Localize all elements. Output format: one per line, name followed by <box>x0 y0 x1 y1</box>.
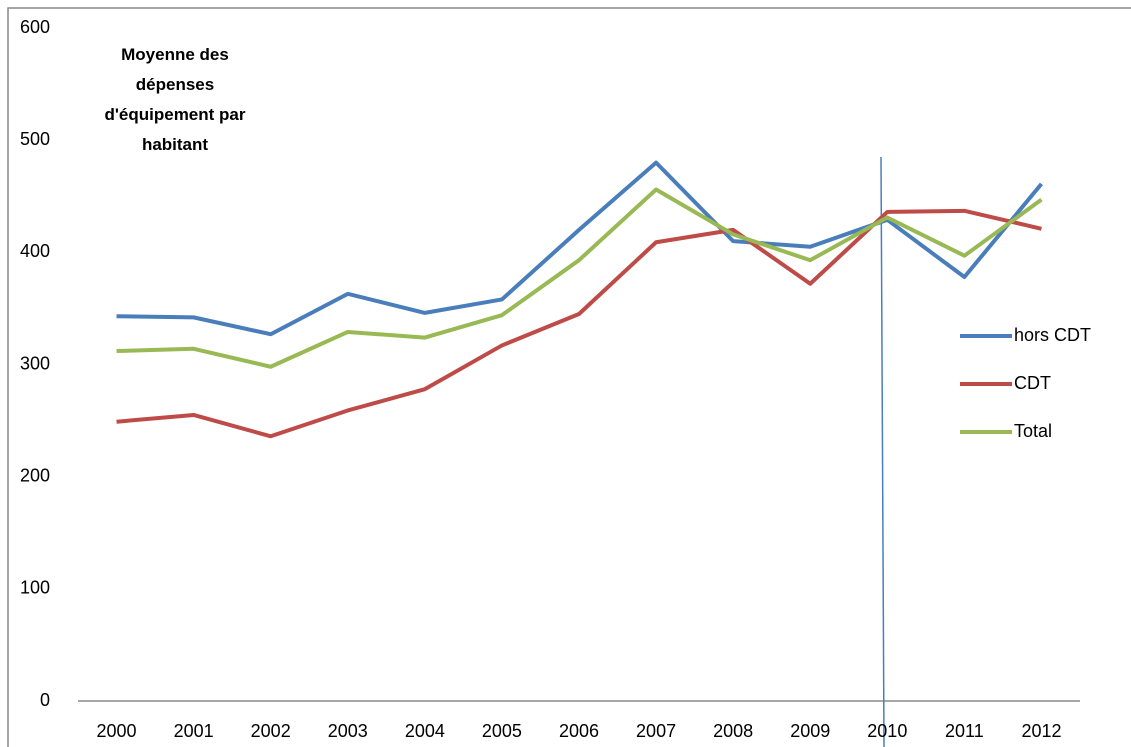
x-tick-label: 2010 <box>867 721 907 741</box>
x-tick-label: 2004 <box>405 721 445 741</box>
legend-label: Total <box>1014 421 1052 441</box>
x-tick-label: 2012 <box>1021 721 1061 741</box>
chart-title: Moyenne des dépenses d'équipement par ha… <box>104 45 246 154</box>
x-tick-label: 2011 <box>945 721 984 741</box>
x-tick-label: 2002 <box>251 721 291 741</box>
y-tick-label: 500 <box>20 129 50 149</box>
x-tick-label: 2008 <box>713 721 753 741</box>
y-tick-label: 600 <box>20 17 50 37</box>
y-tick-label: 200 <box>20 465 50 485</box>
series-line <box>116 160 1044 337</box>
y-tick-label: 400 <box>20 241 50 261</box>
x-tick-label: 2005 <box>482 721 522 741</box>
x-tick-label: 2007 <box>636 721 676 741</box>
x-tick-label: 2001 <box>174 721 214 741</box>
series-line <box>116 187 1043 369</box>
y-tick-label: 0 <box>40 690 50 710</box>
x-tick-label: 2006 <box>559 721 599 741</box>
legend-label: CDT <box>1014 373 1051 393</box>
x-tick-label: 2009 <box>790 721 830 741</box>
chart-frame <box>7 7 1131 747</box>
legend-label: hors CDT <box>1014 325 1091 345</box>
x-tick-label: 2003 <box>328 721 368 741</box>
x-tick-label: 2000 <box>97 721 137 741</box>
y-tick-label: 300 <box>20 353 50 373</box>
y-tick-label: 100 <box>20 578 50 598</box>
marker-line <box>880 156 885 747</box>
series-line <box>116 208 1042 439</box>
